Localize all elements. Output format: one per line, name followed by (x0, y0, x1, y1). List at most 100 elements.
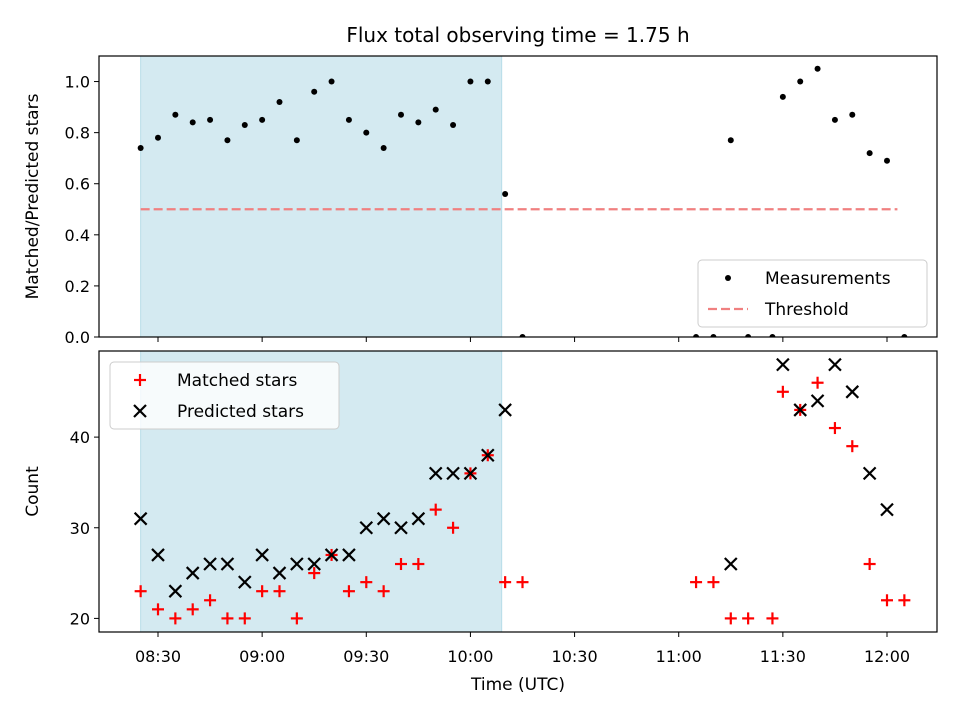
data-point (898, 594, 911, 607)
data-point (884, 157, 890, 164)
data-point (693, 334, 700, 337)
data-point (224, 137, 231, 144)
data-point (429, 503, 442, 516)
data-point (133, 511, 148, 526)
y-tick-label: 40 (70, 428, 90, 447)
data-point (311, 88, 318, 95)
data-point (866, 150, 873, 157)
data-point (256, 585, 269, 598)
data-point (811, 376, 824, 389)
plot-area (133, 357, 911, 625)
data-point (412, 558, 425, 571)
data-point (484, 78, 491, 85)
y-tick-label: 20 (70, 609, 90, 628)
x-tick-label: 10:00 (447, 647, 493, 666)
y-tick-label: 0.0 (65, 328, 90, 347)
data-point (463, 466, 478, 481)
data-point (467, 78, 474, 85)
data-point (745, 334, 752, 337)
legend-swatch (725, 275, 731, 281)
x-tick-label: 09:00 (239, 647, 285, 666)
data-point (415, 119, 422, 126)
data-point (793, 403, 807, 417)
data-point (324, 548, 339, 562)
bottom-panel: 20 30 40 08:30 09:00 09:30 10:00 10:30 11:00 11:3… (23, 350, 938, 666)
data-point (690, 576, 703, 589)
plot-frame (98, 350, 938, 633)
legend-label: Measurements (765, 269, 891, 289)
data-point (308, 567, 321, 580)
data-point (863, 558, 876, 571)
data-point (446, 466, 460, 481)
y-tick-label: 0.8 (65, 124, 90, 143)
data-point (432, 106, 439, 113)
data-point (724, 612, 737, 625)
shaded-region (140, 55, 503, 338)
data-point (255, 548, 269, 562)
y-tick-label: 0.2 (65, 277, 90, 296)
data-point (152, 603, 164, 616)
data-point (259, 116, 266, 123)
data-point (273, 585, 286, 598)
data-point (710, 334, 717, 337)
data-point (155, 134, 161, 141)
data-point (342, 585, 355, 598)
top-panel: 0.0 0.2 0.4 0.6 0.8 1.0 Matched/Predicted star… (23, 55, 938, 347)
plot-frame (98, 55, 938, 338)
x-tick-label: 11:00 (656, 647, 702, 666)
data-point (766, 612, 779, 625)
data-point (380, 144, 387, 151)
data-point (376, 511, 391, 526)
data-point (846, 440, 859, 453)
y-tick-label: 0.4 (65, 226, 90, 245)
legend-label: Matched stars (177, 371, 297, 391)
data-point (398, 111, 404, 118)
x-tick-label: 10:30 (552, 647, 598, 666)
data-point (204, 594, 217, 607)
data-point (707, 576, 720, 589)
data-point (428, 466, 443, 481)
data-point (328, 78, 335, 85)
data-point (776, 357, 790, 372)
legend-label: Predicted stars (177, 402, 304, 422)
legend-box (697, 259, 928, 328)
data-point (849, 111, 856, 118)
data-point (293, 137, 300, 144)
data-point (151, 548, 165, 562)
data-point (307, 557, 321, 571)
data-point (742, 612, 755, 625)
x-tick-label: 08:30 (135, 647, 181, 666)
data-point (862, 466, 877, 481)
y-tick-label: 1.0 (65, 73, 90, 92)
data-point (168, 584, 183, 598)
data-point (345, 116, 352, 123)
legend-swatch (134, 374, 146, 386)
data-point (394, 520, 408, 535)
y-axis-label: Count (23, 466, 43, 517)
data-point (810, 394, 825, 408)
data-point (447, 521, 460, 534)
y-axis-label: Matched/Predicted stars (23, 93, 43, 299)
data-point (137, 144, 144, 151)
data-point (238, 575, 252, 589)
x-tick-label: 12:00 (864, 647, 910, 666)
data-point (450, 121, 457, 128)
data-point (169, 612, 182, 625)
data-point (499, 576, 512, 589)
legend-label: Threshold (764, 300, 849, 320)
data-point (395, 558, 407, 571)
data-point (238, 612, 251, 625)
data-point (502, 190, 509, 197)
data-point (207, 116, 214, 123)
data-point (290, 612, 303, 625)
data-point (831, 116, 838, 123)
data-point (134, 585, 147, 598)
data-point (220, 557, 235, 571)
data-point (189, 119, 196, 126)
legend-swatch (133, 404, 147, 418)
data-point (519, 334, 526, 337)
x-tick-label: 11:30 (760, 647, 806, 666)
data-point (290, 557, 304, 571)
data-point (186, 603, 199, 616)
data-point (814, 65, 821, 72)
